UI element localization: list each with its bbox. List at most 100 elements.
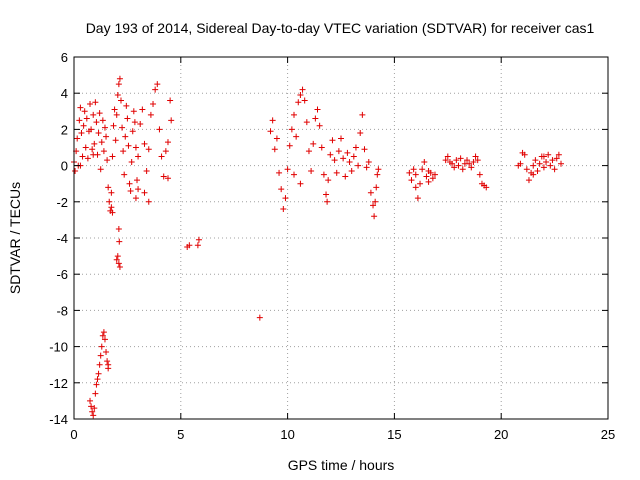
data-point [320, 171, 327, 178]
data-point [301, 97, 308, 104]
data-point [284, 166, 291, 173]
data-point [340, 155, 347, 162]
y-tick-label: -4 [56, 231, 68, 246]
data-point [90, 151, 97, 158]
data-point [372, 198, 379, 205]
axis-ticks: 0 5 10 15 20 25 -14 -12 -10 -8 -6 -4 -2 0 2 4 6 [49, 50, 615, 442]
data-point [88, 126, 95, 133]
data-point [419, 166, 426, 173]
data-point [474, 157, 481, 164]
data-point [425, 178, 432, 185]
data-point [476, 171, 483, 178]
data-point [98, 139, 105, 146]
data-point [472, 153, 479, 160]
data-point [408, 177, 415, 184]
data-point [95, 370, 102, 377]
data-point [97, 352, 104, 359]
data-point [112, 137, 119, 144]
data-point [87, 101, 94, 108]
data-point [160, 173, 167, 180]
data-point [127, 187, 134, 194]
data-point [449, 160, 456, 167]
data-point [370, 202, 377, 209]
data-point [534, 168, 541, 175]
data-point [137, 120, 144, 127]
data-point [417, 180, 424, 187]
data-point [90, 412, 97, 419]
data-point [150, 101, 157, 108]
data-point [359, 111, 366, 118]
data-point [525, 177, 532, 184]
data-point [164, 175, 171, 182]
grid-lines [74, 57, 608, 419]
data-point [371, 213, 378, 220]
data-point [286, 142, 293, 149]
data-point [344, 149, 351, 156]
data-point [346, 158, 353, 165]
data-point [276, 169, 283, 176]
data-point [103, 349, 110, 356]
data-point [109, 209, 116, 216]
data-point [125, 142, 132, 149]
data-point [363, 164, 370, 171]
data-point [314, 106, 321, 113]
data-point [451, 164, 458, 171]
data-point [114, 92, 121, 99]
data-point [303, 119, 310, 126]
data-point [318, 144, 325, 151]
data-point [131, 119, 138, 126]
data-point [93, 119, 100, 126]
data-point [132, 144, 139, 151]
data-point [135, 153, 142, 160]
data-point [78, 130, 85, 137]
x-tick-label: 25 [601, 427, 615, 442]
data-point [135, 186, 142, 193]
data-point [195, 236, 202, 243]
data-point [152, 86, 159, 93]
data-point [414, 195, 421, 202]
data-point [104, 157, 111, 164]
y-tick-label: -8 [56, 303, 68, 318]
data-point [517, 160, 524, 167]
data-point [325, 177, 332, 184]
data-point [455, 162, 462, 169]
data-point [271, 146, 278, 153]
y-tick-label: -6 [56, 267, 68, 282]
data-point [141, 189, 148, 196]
data-point [100, 148, 107, 155]
data-point [457, 155, 464, 162]
data-point [350, 153, 357, 160]
data-point [549, 157, 556, 164]
data-point [331, 157, 338, 164]
data-point [97, 166, 104, 173]
data-point [324, 198, 331, 205]
data-point [99, 332, 106, 339]
data-point [105, 361, 112, 368]
data-point [80, 122, 87, 129]
data-point [116, 238, 123, 245]
data-point [483, 184, 490, 191]
data-point [92, 99, 99, 106]
data-point [145, 146, 152, 153]
data-point [101, 336, 108, 343]
data-point [540, 153, 547, 160]
x-tick-label: 10 [280, 427, 294, 442]
data-point [83, 115, 90, 122]
y-tick-label: -2 [56, 195, 68, 210]
data-point [87, 397, 94, 404]
data-point [551, 166, 558, 173]
data-point [90, 111, 97, 118]
data-point [297, 180, 304, 187]
data-point [93, 381, 100, 388]
data-point [105, 184, 112, 191]
data-point [536, 160, 543, 167]
y-axis-label: SDTVAR / TECUs [7, 182, 23, 294]
data-point [523, 166, 530, 173]
data-point [91, 405, 98, 412]
data-point [540, 164, 547, 171]
data-point [335, 148, 342, 155]
data-point [123, 102, 130, 109]
data-point [530, 171, 537, 178]
y-tick-label: 4 [61, 86, 68, 101]
